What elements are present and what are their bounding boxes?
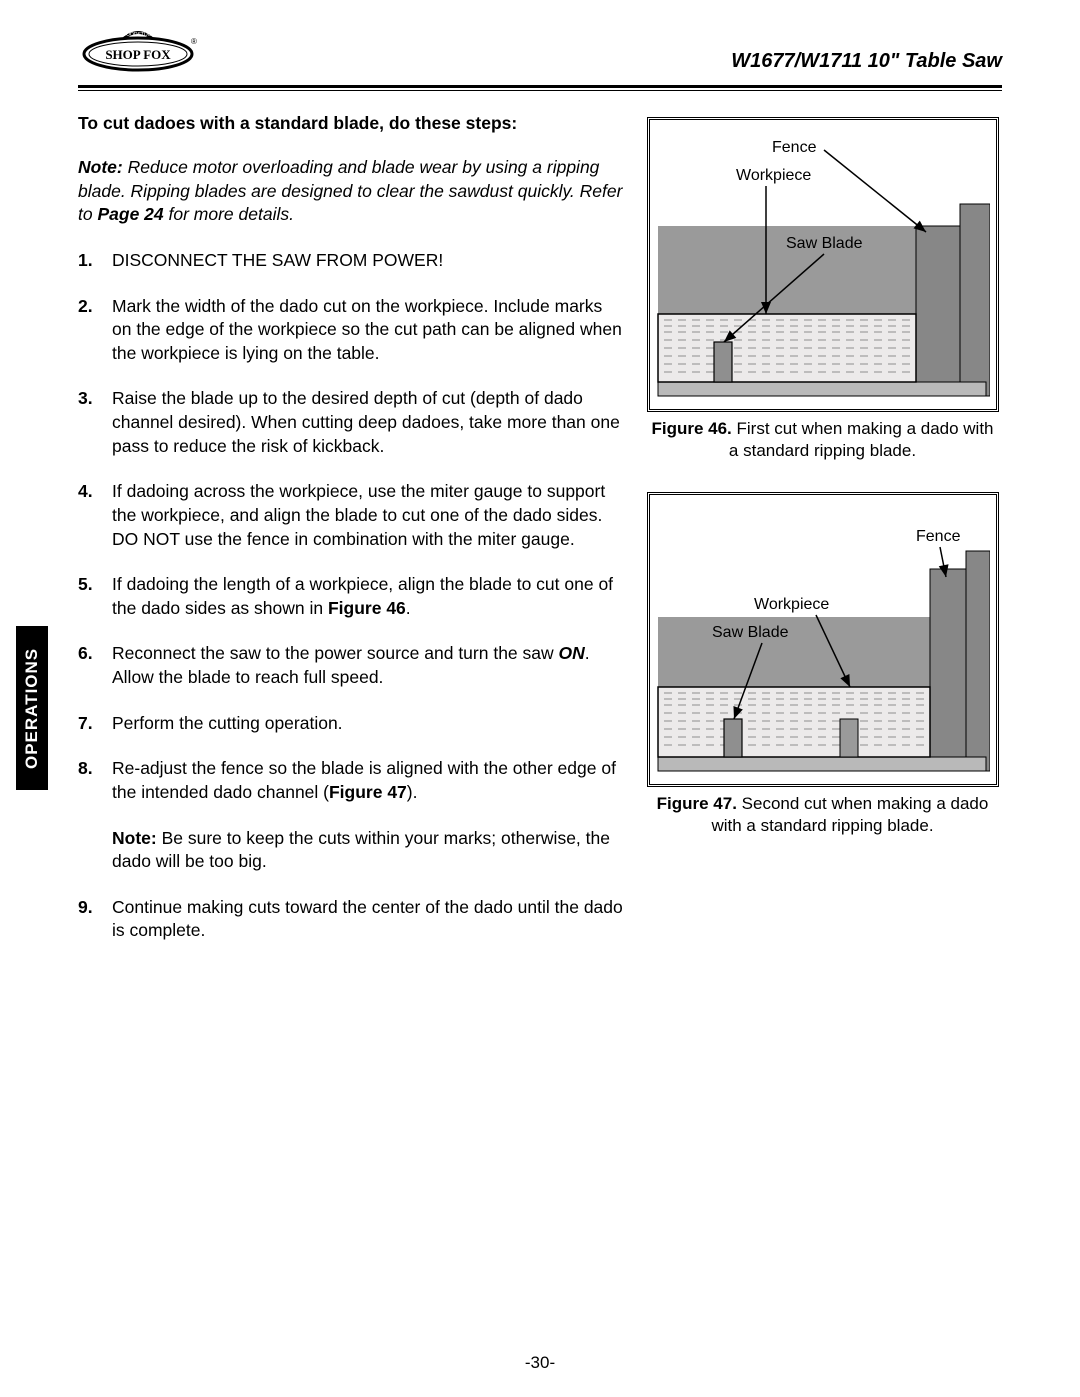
page-ref: Page 24 [97, 204, 163, 224]
figure-47-diagram: Fence Workpiece Saw Blade [654, 499, 990, 775]
step-5-ref: Figure 46 [328, 598, 406, 618]
step-8-note: Note: Be sure to keep the cuts within yo… [112, 827, 623, 874]
step-9: Continue making cuts toward the center o… [78, 896, 623, 943]
svg-text:Saw Blade: Saw Blade [712, 624, 789, 641]
step-6-pre: Reconnect the saw to the power source an… [112, 643, 559, 663]
page-number: -30- [0, 1353, 1080, 1373]
step-9-text: Continue making cuts toward the center o… [112, 897, 623, 941]
step-3: Raise the blade up to the desired depth … [78, 387, 623, 458]
svg-text:Saw Blade: Saw Blade [786, 235, 863, 252]
figure-46: Fence Workpiece Saw Blade Figure 46. First… [647, 117, 999, 462]
step-2: Mark the width of the dado cut on the wo… [78, 295, 623, 366]
figure-46-diagram: Fence Workpiece Saw Blade [654, 124, 990, 400]
section-tab: OPERATIONS [16, 626, 48, 790]
intro-note: Note: Reduce motor overloading and blade… [78, 156, 623, 227]
figure-47-label: Figure 47. [657, 794, 737, 813]
page-header: WOODSTOCK SHOP FOX ® W1677/W1711 10" Tab… [78, 26, 1002, 79]
page-content: To cut dadoes with a standard blade, do … [78, 113, 1002, 965]
step-8-note-body: Be sure to keep the cuts within your mar… [112, 828, 610, 872]
svg-text:®: ® [191, 37, 197, 46]
logo-top-text: WOODSTOCK [121, 32, 155, 38]
figure-47-caption-text: Second cut when making a dado with a sta… [711, 794, 988, 835]
svg-text:Workpiece: Workpiece [754, 596, 829, 613]
step-4: If dadoing across the workpiece, use the… [78, 480, 623, 551]
step-3-text: Raise the blade up to the desired depth … [112, 388, 620, 455]
note-label: Note: [78, 157, 123, 177]
svg-text:Fence: Fence [916, 528, 961, 545]
figure-47-frame: Fence Workpiece Saw Blade [647, 492, 999, 787]
steps-list: DISCONNECT THE SAW FROM POWER! Mark the … [78, 249, 623, 943]
svg-text:Fence: Fence [772, 139, 817, 156]
note-body-2: for more details. [164, 204, 294, 224]
step-6: Reconnect the saw to the power source an… [78, 642, 623, 689]
brand-logo: WOODSTOCK SHOP FOX ® [78, 26, 198, 79]
step-5-post: . [406, 598, 411, 618]
doc-title: W1677/W1711 10" Table Saw [731, 50, 1002, 79]
step-2-text: Mark the width of the dado cut on the wo… [112, 296, 622, 363]
step-1: DISCONNECT THE SAW FROM POWER! [78, 249, 623, 273]
figure-46-label: Figure 46. [651, 419, 731, 438]
step-7: Perform the cutting operation. [78, 712, 623, 736]
instructions-column: To cut dadoes with a standard blade, do … [78, 113, 623, 965]
figure-46-caption: Figure 46. First cut when making a dado … [647, 418, 999, 462]
figure-47-caption: Figure 47. Second cut when making a dado… [647, 793, 999, 837]
figure-46-frame: Fence Workpiece Saw Blade [647, 117, 999, 412]
step-7-text: Perform the cutting operation. [112, 713, 343, 733]
step-4-text: If dadoing across the workpiece, use the… [112, 481, 605, 548]
step-6-on: ON [559, 643, 585, 663]
svg-text:Workpiece: Workpiece [736, 167, 811, 184]
step-8: Re-adjust the fence so the blade is alig… [78, 757, 623, 874]
figure-46-caption-text: First cut when making a dado with a stan… [729, 419, 994, 460]
section-title: To cut dadoes with a standard blade, do … [78, 113, 623, 134]
logo-main-text: SHOP FOX [105, 47, 171, 62]
step-8-ref: Figure 47 [329, 782, 407, 802]
figure-47: Fence Workpiece Saw Blade Figure 47. Secon… [647, 492, 999, 837]
step-8-post: ). [407, 782, 418, 802]
step-5: If dadoing the length of a workpiece, al… [78, 573, 623, 620]
step-1-text: DISCONNECT THE SAW FROM POWER! [112, 250, 443, 270]
header-rule [78, 85, 1002, 91]
figures-column: Fence Workpiece Saw Blade Figure 46. First… [643, 113, 1002, 965]
step-8-note-label: Note: [112, 828, 157, 848]
